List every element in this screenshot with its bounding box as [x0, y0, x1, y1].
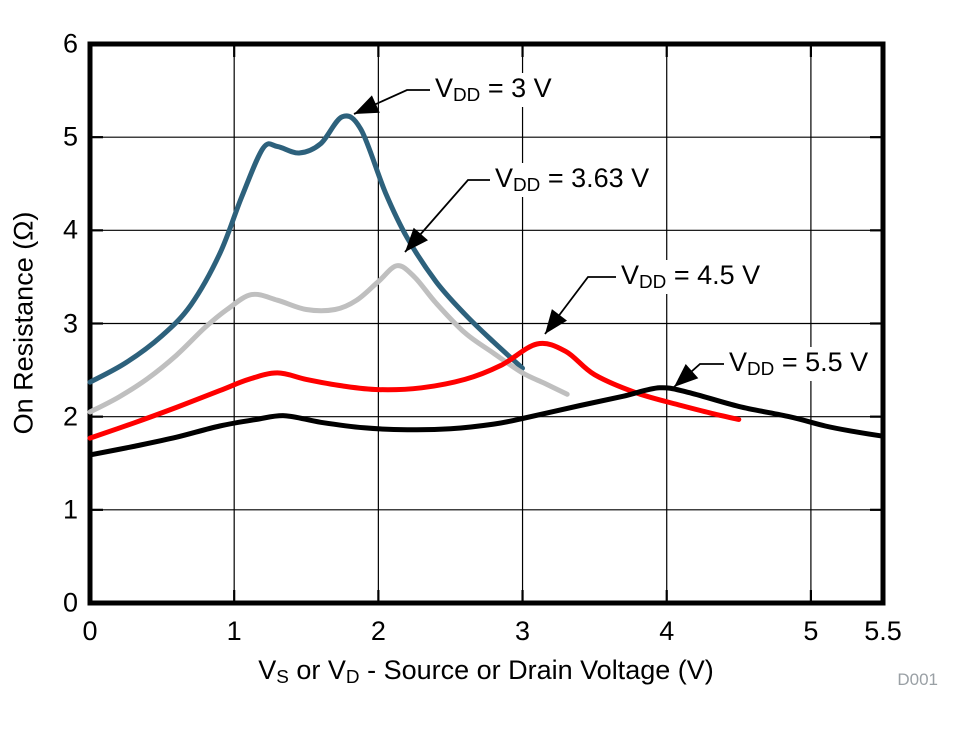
y-tick-label: 5 [62, 121, 78, 152]
y-tick-label: 2 [62, 401, 78, 432]
y-tick-label: 1 [62, 494, 78, 525]
figure-code: D001 [897, 670, 938, 689]
x-tick-label: 1 [226, 616, 242, 646]
x-axis-title: VS or VD - Source or Drain Voltage (V) [258, 655, 714, 689]
y-tick-label: 4 [62, 214, 78, 245]
x-tick-label: 0 [82, 616, 98, 646]
x-tick-label: 4 [659, 616, 675, 646]
x-tick-label: 5.5 [864, 616, 902, 646]
x-tick-label: 5 [803, 616, 819, 646]
annotation-label-vdd-4v5: VDD = 4.5 V [618, 260, 764, 294]
y-tick-label: 3 [62, 308, 78, 338]
x-tick-label: 3 [515, 616, 531, 646]
annotation-label-vdd-3v: VDD = 3 V [432, 73, 555, 107]
annotation-label-vdd-5v5: VDD = 5.5 V [726, 347, 872, 381]
annotation-label-vdd-3v63: VDD = 3.63 V [492, 163, 653, 197]
y-tick-label: 0 [62, 587, 78, 618]
x-tick-label: 2 [370, 616, 386, 646]
y-tick-label: 6 [62, 28, 78, 59]
